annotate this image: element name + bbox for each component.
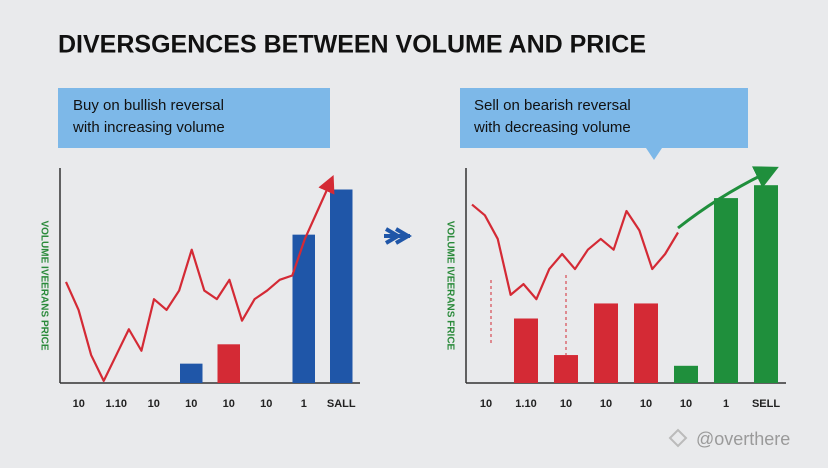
bar xyxy=(217,344,240,383)
price-line xyxy=(64,175,335,382)
callout-box xyxy=(58,88,330,148)
x-tick-label: 10 xyxy=(600,398,612,410)
bar xyxy=(754,185,778,383)
y-axis-label: VOLUME IVEERANS PRICE xyxy=(38,220,49,350)
x-tick-label: 10 xyxy=(480,398,492,410)
x-tick-label: 10 xyxy=(185,398,197,410)
x-tick-label: 10 xyxy=(148,398,160,410)
bar xyxy=(594,303,618,383)
bar xyxy=(714,198,738,383)
x-tick-label: 1.10 xyxy=(515,398,536,410)
charts: VOLUME IVEERANS PRICE 10 1.10 10 10 10 10 1 SALL… xyxy=(38,168,786,410)
x-tick-label: 10 xyxy=(223,398,235,410)
title: DIVERSGENCES BETWEEN VOLUME AND PRICE xyxy=(58,31,646,59)
callout-text: with decreasing volume xyxy=(473,119,631,136)
bar xyxy=(180,363,203,383)
logo xyxy=(668,428,688,448)
x-tick-label: SALL xyxy=(327,398,356,410)
bar xyxy=(330,189,353,383)
x-tick-label: 1 xyxy=(723,398,729,410)
bar xyxy=(554,355,578,383)
x-tick-label: 10 xyxy=(260,398,272,410)
x-tick-label: 10 xyxy=(73,398,85,410)
y-axis-label: VOLUME IVEERANS FRICE xyxy=(444,221,455,351)
bar xyxy=(674,365,698,383)
x-tick-label: 10 xyxy=(640,398,652,410)
callout-box xyxy=(460,88,748,160)
arrow-icon xyxy=(384,227,412,245)
watermark: @overthere xyxy=(696,429,790,449)
callout-text: Buy on bullish reversal xyxy=(73,97,224,114)
bar xyxy=(292,234,315,383)
x-tick-label: 1.10 xyxy=(106,398,127,410)
callout-text: Sell on bearish reversal xyxy=(474,97,631,114)
x-tick-label: 10 xyxy=(560,398,572,410)
x-tick-label: 1 xyxy=(301,398,307,410)
x-tick-label: SELL xyxy=(752,398,780,410)
price-line xyxy=(471,203,679,301)
trend-arrow xyxy=(677,166,779,230)
bar xyxy=(634,303,658,383)
x-tick-label: 10 xyxy=(680,398,692,410)
bar xyxy=(514,318,538,383)
callout-text: with increasing volume xyxy=(72,119,225,136)
